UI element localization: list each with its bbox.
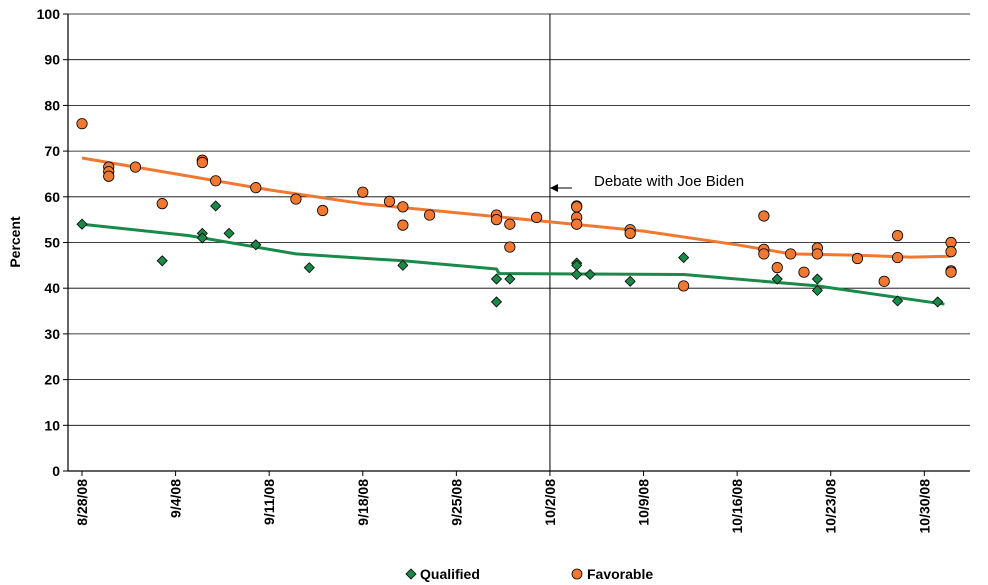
favorable-point	[250, 182, 262, 194]
favorable-legend-circle-icon	[571, 568, 583, 580]
favorable-point	[504, 218, 516, 230]
qualified-point	[303, 262, 315, 274]
qualified-point	[771, 273, 783, 285]
x-tick-label: 10/16/08	[729, 479, 745, 534]
y-tick-label: 30	[44, 326, 60, 342]
qualified-point	[76, 218, 88, 230]
favorable-point	[156, 198, 168, 210]
favorable-point	[785, 248, 797, 260]
favorable-point	[383, 195, 396, 207]
favorable-point	[678, 280, 690, 292]
favorable-point	[196, 156, 208, 169]
favorable-point	[530, 211, 543, 223]
favorable-point	[571, 218, 583, 230]
favorable-point	[624, 227, 636, 239]
y-tick-label: 60	[44, 189, 60, 205]
x-tick-label: 10/30/08	[916, 479, 932, 534]
y-axis-title: Percent	[7, 216, 23, 268]
y-tick-label: 20	[44, 372, 60, 388]
x-tick-label: 10/23/08	[823, 479, 839, 534]
favorable-point	[878, 275, 890, 287]
legend-label-qualified: Qualified	[420, 566, 480, 582]
favorable-point	[210, 175, 222, 187]
y-tick-label: 100	[37, 6, 61, 22]
qualified-point	[624, 275, 636, 287]
qualified-trend-line	[81, 222, 945, 306]
qualified-point	[584, 268, 596, 281]
favorable-point	[945, 246, 957, 258]
qualified-point	[223, 227, 235, 239]
qualified-point	[490, 296, 503, 308]
legend: Qualified Favorable	[405, 566, 653, 582]
x-tick-label: 9/4/08	[168, 479, 184, 518]
qualified-point	[210, 200, 222, 212]
qualified-point	[504, 273, 516, 285]
x-tick-label: 10/2/08	[542, 479, 558, 526]
favorable-point	[758, 210, 770, 222]
y-tick-labels: 0 10 20 30 40 50 60 70 80 90 100	[37, 6, 61, 479]
qualified-point	[811, 273, 823, 285]
qualified-point	[490, 273, 503, 285]
favorable-point	[851, 252, 864, 265]
x-tick-label: 10/9/08	[636, 479, 652, 526]
favorable-point	[771, 262, 783, 274]
favorable-point	[571, 201, 583, 213]
favorable-point	[490, 214, 503, 226]
qualified-point	[156, 255, 168, 267]
favorable-point	[891, 230, 904, 242]
x-tick-label: 9/25/08	[448, 479, 464, 526]
annotation-text: Debate with Joe Biden	[594, 173, 744, 190]
qualified-point	[892, 295, 904, 307]
qualified-point	[678, 252, 690, 264]
favorable-point	[129, 161, 142, 173]
legend-item-qualified: Qualified	[405, 566, 480, 582]
gridlines	[63, 13, 970, 472]
favorable-point	[317, 204, 329, 217]
favorable-point	[397, 219, 409, 231]
y-tick-label: 80	[44, 97, 60, 113]
favorable-point	[76, 118, 88, 130]
qualified-point	[811, 284, 823, 297]
legend-label-favorable: Favorable	[587, 566, 653, 582]
favorable-point	[758, 248, 770, 260]
y-tick-label: 70	[44, 143, 60, 159]
x-tick-label: 9/11/08	[261, 479, 277, 525]
axes	[67, 14, 970, 476]
y-tick-label: 10	[44, 417, 60, 433]
qualified-point	[196, 232, 208, 244]
legend-item-favorable: Favorable	[571, 566, 653, 582]
qualified-point	[397, 259, 409, 271]
x-tick-label: 9/18/08	[355, 479, 371, 526]
favorable-point	[945, 266, 957, 278]
favorable-point	[798, 266, 810, 278]
favorable-point	[891, 251, 904, 264]
y-tick-label: 50	[44, 235, 60, 251]
favorable-point	[290, 193, 302, 205]
data-points	[76, 118, 957, 308]
y-tick-label: 0	[52, 463, 60, 479]
favorable-point	[811, 248, 823, 260]
qualified-point	[250, 239, 262, 251]
qualified-point	[932, 296, 944, 308]
x-tick-label: 8/28/08	[74, 479, 90, 526]
x-tick-labels: 8/28/08 9/4/08 9/11/08 9/18/08 9/25/08 10/2/0…	[74, 479, 932, 534]
debate-annotation: Debate with Joe Biden	[549, 173, 744, 192]
qualified-legend-diamond-icon	[405, 568, 417, 580]
favorable-point	[397, 201, 409, 213]
annotation-arrowhead	[549, 184, 558, 192]
favorable-point	[357, 186, 369, 198]
favorable-point	[424, 209, 436, 221]
y-tick-label: 40	[44, 280, 60, 296]
favorable-point	[103, 170, 115, 182]
favorable-point	[504, 241, 516, 253]
qualified-point	[571, 268, 583, 281]
y-tick-label: 90	[44, 52, 60, 68]
